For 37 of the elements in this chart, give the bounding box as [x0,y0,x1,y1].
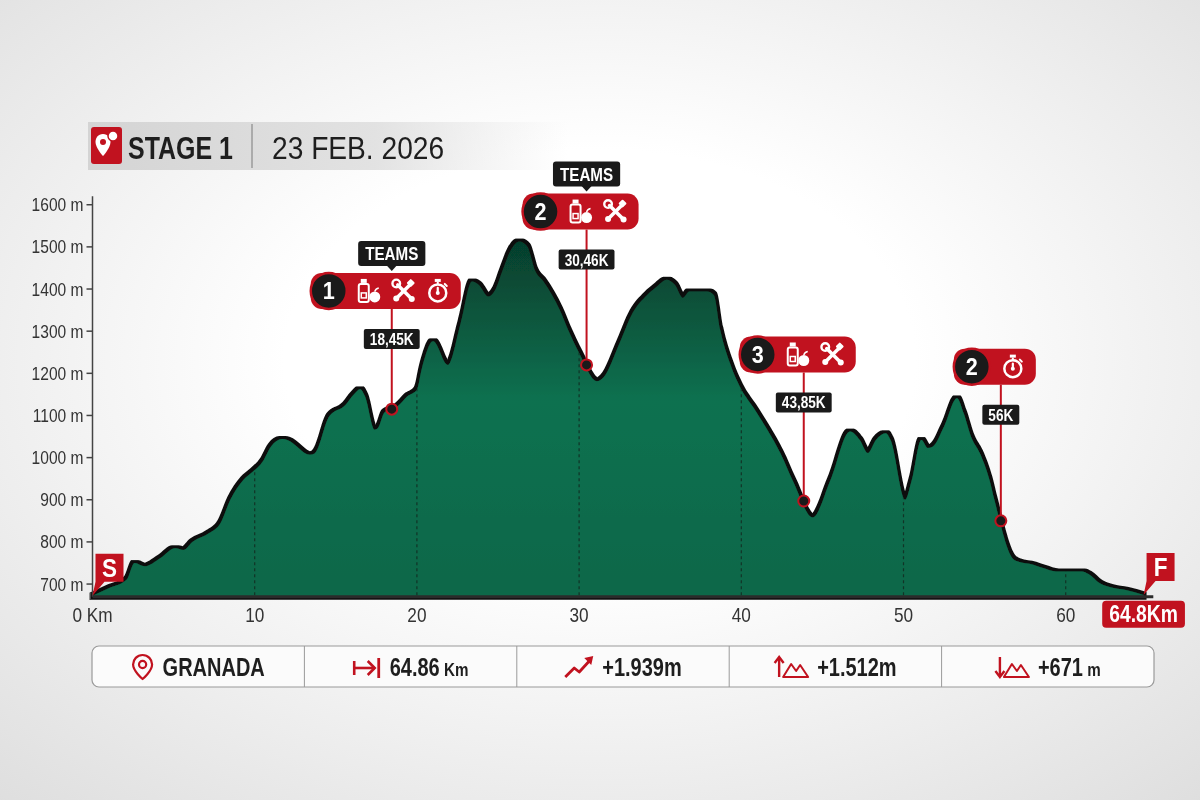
x-tick-label: 20 [407,603,427,627]
y-tick-label: 900 m [40,488,84,511]
y-tick-label: 1600 m [31,193,84,216]
x-tick-label: 0 Km [72,603,113,627]
text: GRANADA [162,653,265,682]
annotation: 30,46K [564,250,609,269]
annotation: 2 [534,197,547,226]
y-tick-label: 1200 m [31,362,84,385]
x-tick-label: 64.8Km [1109,601,1178,627]
x-tick-label: 10 [245,603,265,627]
annotation: 1 [322,277,336,305]
chart-title: STAGE 1 [128,130,233,166]
chart-subtitle: 23 FEB. 2026 [272,130,445,166]
text: +671 m [1037,653,1101,682]
annotation: 18,45K [369,329,414,349]
y-tick-label: 1100 m [32,404,84,427]
y-tick-label: 1500 m [31,235,84,258]
annotation: S [102,553,117,583]
x-tick-label: 30 [569,603,589,627]
x-tick-label: 40 [731,603,751,627]
y-tick-label: 1000 m [31,446,84,469]
annotation: F [1153,552,1168,582]
annotation: TEAMS [365,242,419,265]
x-tick-label: 50 [893,603,914,627]
annotation: 56K [988,405,1014,424]
annotation: 3 [751,340,764,369]
x-tick-label: 60 [1056,603,1076,627]
annotation: 43,85K [781,393,826,412]
y-tick-label: 1400 m [31,278,84,300]
text: +1.512m [817,653,897,682]
annotation: 2 [965,353,978,381]
y-tick-label: 700 m [40,573,84,595]
text: 64.86 Km [389,653,469,682]
text: TEAMS [559,163,614,186]
y-tick-label: 1300 m [31,320,84,343]
y-tick-label: 800 m [40,530,84,553]
text: +1.939m [602,653,682,682]
